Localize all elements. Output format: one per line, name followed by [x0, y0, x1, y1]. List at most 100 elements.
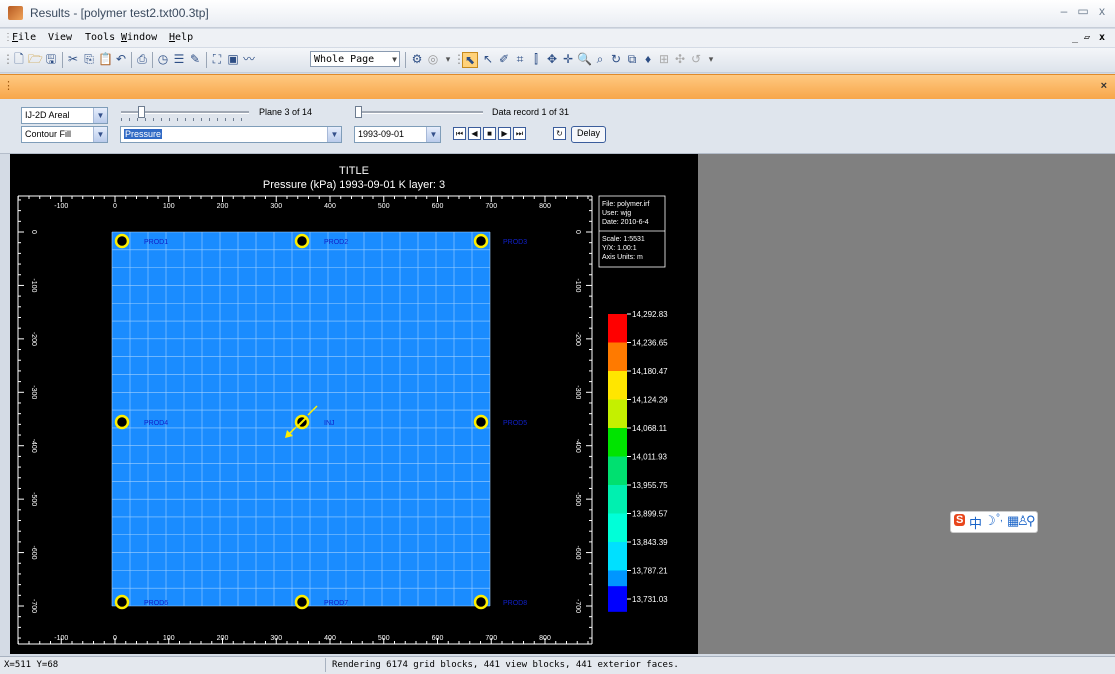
- zoom-select[interactable]: Whole Page ▼: [310, 51, 400, 67]
- menu-view[interactable]: View: [48, 32, 73, 43]
- first-record-button[interactable]: ⏮: [453, 127, 466, 140]
- delay-button[interactable]: Delay: [571, 126, 606, 143]
- view-mode-select[interactable]: IJ-2D Areal ▼: [21, 107, 108, 124]
- y-tick-label-right: -200: [574, 332, 581, 346]
- reset-icon[interactable]: ↺: [690, 52, 702, 66]
- ime-keyboard-icon[interactable]: ▦: [1007, 513, 1020, 528]
- pen-icon[interactable]: ✎: [189, 52, 201, 66]
- restore-button[interactable]: ▭: [1077, 4, 1089, 18]
- x-tick-label-top: 600: [432, 203, 444, 210]
- clock-icon[interactable]: ◷: [157, 52, 169, 66]
- info-box-line: File: polymer.irf: [602, 201, 650, 208]
- zoom-area-icon[interactable]: ⌕: [596, 52, 604, 66]
- app-icon: [8, 6, 23, 20]
- well-label-prod3: PROD3: [503, 239, 527, 246]
- toolbar-separator: [405, 52, 406, 68]
- new-file-icon[interactable]: 🗋: [14, 52, 24, 66]
- legend-swatch: [608, 399, 627, 428]
- ime-tools-icon[interactable]: ⚲: [1026, 513, 1036, 528]
- ime-logo-icon[interactable]: S: [954, 514, 966, 526]
- status-message: Rendering 6174 grid blocks, 441 view blo…: [332, 660, 679, 670]
- y-tick-label-left: -300: [30, 385, 37, 399]
- copy-icon[interactable]: ⎘: [84, 52, 94, 66]
- layers-icon[interactable]: ⧉: [627, 52, 637, 66]
- minimize-button[interactable]: –: [1060, 4, 1068, 18]
- record-slider-track[interactable]: [355, 111, 483, 114]
- stop-button[interactable]: ■: [483, 127, 496, 140]
- plot-subtitle: Pressure (kPa) 1993-09-01 K layer: 3: [263, 179, 445, 191]
- ime-chinese-icon[interactable]: 中: [969, 516, 983, 531]
- menu-help[interactable]: Help: [169, 32, 194, 43]
- display-type-value: Contour Fill: [25, 129, 72, 139]
- record-slider-thumb[interactable]: [355, 106, 362, 118]
- child-close-button[interactable]: x: [1099, 32, 1106, 43]
- menu-window[interactable]: Window: [121, 32, 158, 43]
- well-label-prod1: PROD1: [144, 239, 168, 246]
- x-tick-label-bottom: 500: [378, 635, 390, 642]
- x-tick-label-bottom: 700: [485, 635, 497, 642]
- y-tick-label-right: -600: [574, 546, 581, 560]
- properties-icon[interactable]: ⚙: [411, 52, 423, 66]
- scale-box-line: Y/X: 1.00:1: [602, 245, 637, 252]
- property-select[interactable]: Pressure ▼: [120, 126, 342, 143]
- menu-tools[interactable]: Tools: [85, 32, 116, 43]
- cut-icon[interactable]: ✂: [67, 52, 79, 66]
- y-tick-label-left: -600: [30, 546, 37, 560]
- fit-extent-icon[interactable]: ⛶: [212, 52, 222, 66]
- date-select[interactable]: 1993-09-01 ▼: [354, 126, 441, 143]
- probe-icon[interactable]: ✐: [498, 52, 510, 66]
- plane-slider-track[interactable]: [121, 111, 249, 114]
- mesh-icon[interactable]: ⊞: [658, 52, 670, 66]
- curve-icon[interactable]: 〰: [242, 52, 255, 66]
- paste-icon[interactable]: 📋: [98, 52, 113, 66]
- well-label-inj: INJ: [324, 420, 335, 427]
- y-tick-label-right: -700: [574, 599, 581, 613]
- previous-record-button[interactable]: ◀: [468, 127, 481, 140]
- view-mode-value: IJ-2D Areal: [25, 110, 70, 120]
- zoom-icon[interactable]: 🔍: [577, 52, 592, 66]
- display-type-select[interactable]: Contour Fill ▼: [21, 126, 108, 143]
- target-icon[interactable]: ◎: [427, 52, 439, 66]
- ime-toolbar[interactable]: S 中 ☽ °, ▦ ♙ ⚲: [950, 511, 1038, 533]
- legend-swatch: [608, 371, 627, 400]
- refresh-icon[interactable]: ↻: [553, 127, 566, 140]
- empty-viewport: [698, 154, 1115, 654]
- close-button[interactable]: x: [1099, 4, 1105, 18]
- print-icon[interactable]: ⎙: [137, 52, 147, 66]
- grid-icon[interactable]: ⌗: [516, 52, 524, 66]
- plane-slider-thumb[interactable]: [138, 106, 146, 118]
- infobar-close-button[interactable]: ×: [1100, 80, 1107, 92]
- arrow-icon[interactable]: ↖: [482, 52, 494, 66]
- open-folder-icon[interactable]: 🗁: [28, 52, 43, 66]
- fill-icon[interactable]: ♦: [644, 52, 652, 66]
- last-record-button[interactable]: ⏭: [513, 127, 526, 140]
- pan-icon[interactable]: ✥: [546, 52, 558, 66]
- save-icon[interactable]: 🖫: [45, 52, 57, 66]
- toolbar-overflow-icon[interactable]: ▾: [445, 54, 451, 64]
- align-icon[interactable]: ☰: [173, 52, 185, 66]
- ime-user-icon[interactable]: ♙: [1017, 513, 1029, 528]
- x-tick-label-bottom: 600: [432, 635, 444, 642]
- ime-punct-icon[interactable]: °,: [996, 513, 1003, 524]
- cross-icon[interactable]: ✣: [674, 52, 686, 66]
- y-tick-label-right: -100: [574, 278, 581, 292]
- menu-file[interactable]: File: [12, 32, 37, 43]
- window-icon[interactable]: ▣: [227, 52, 239, 66]
- undo-icon[interactable]: ↶: [115, 52, 127, 66]
- date-value: 1993-09-01: [358, 129, 405, 139]
- status-divider: [325, 658, 326, 672]
- select-pointer-icon[interactable]: ⬉: [462, 52, 478, 68]
- info-bar: ⋮ ×: [0, 74, 1115, 100]
- child-restore-button[interactable]: ▱: [1084, 32, 1091, 43]
- split-icon[interactable]: ⫿: [534, 52, 538, 66]
- child-minimize-button[interactable]: _: [1072, 32, 1079, 43]
- next-record-button[interactable]: ▶: [498, 127, 511, 140]
- plot-canvas[interactable]: TITLE Pressure (kPa) 1993-09-01 K layer: …: [10, 154, 698, 654]
- y-tick-label-right: -300: [574, 385, 581, 399]
- move-icon[interactable]: ✛: [562, 52, 574, 66]
- rotate-icon[interactable]: ↻: [610, 52, 622, 66]
- ime-moon-icon[interactable]: ☽: [984, 513, 996, 528]
- x-tick-label-top: 800: [539, 203, 551, 210]
- toolbar-overflow-icon[interactable]: ▾: [708, 54, 714, 64]
- well-label-prod2: PROD2: [324, 239, 348, 246]
